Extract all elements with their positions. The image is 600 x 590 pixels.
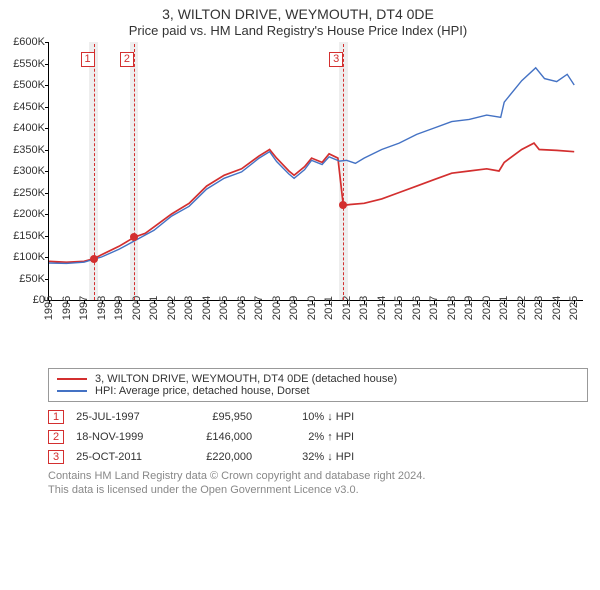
sale-point xyxy=(130,233,138,241)
sale-point xyxy=(339,201,347,209)
sale-date: 25-JUL-1997 xyxy=(76,411,168,423)
table-row: 3 25-OCT-2011 £220,000 32% ↓ HPI xyxy=(48,450,590,464)
legend-swatch xyxy=(57,378,87,380)
legend: 3, WILTON DRIVE, WEYMOUTH, DT4 0DE (deta… xyxy=(48,368,588,402)
price-chart: £0£50K£100K£150K£200K£250K£300K£350K£400… xyxy=(6,42,590,332)
table-row: 2 18-NOV-1999 £146,000 2% ↑ HPI xyxy=(48,430,590,444)
sale-index-box: 2 xyxy=(48,430,64,444)
table-row: 1 25-JUL-1997 £95,950 10% ↓ HPI xyxy=(48,410,590,424)
legend-swatch xyxy=(57,390,87,392)
y-axis-label: £200K xyxy=(13,208,45,220)
legend-label: 3, WILTON DRIVE, WEYMOUTH, DT4 0DE (deta… xyxy=(95,373,397,385)
sale-index-box: 1 xyxy=(48,410,64,424)
y-axis-label: £250K xyxy=(13,187,45,199)
y-axis-label: £100K xyxy=(13,251,45,263)
sales-table: 1 25-JUL-1997 £95,950 10% ↓ HPI 2 18-NOV-1999… xyxy=(48,410,590,464)
legend-item: HPI: Average price, detached house, Dors… xyxy=(57,385,579,397)
y-axis-label: £350K xyxy=(13,144,45,156)
footer-line: This data is licensed under the Open Gov… xyxy=(48,484,588,498)
y-axis-label: £300K xyxy=(13,165,45,177)
attribution-footer: Contains HM Land Registry data © Crown c… xyxy=(48,470,588,498)
sale-index-box: 3 xyxy=(48,450,64,464)
y-axis-label: £450K xyxy=(13,101,45,113)
y-axis-label: £500K xyxy=(13,79,45,91)
title-address: 3, WILTON DRIVE, WEYMOUTH, DT4 0DE xyxy=(6,6,590,22)
sale-vs-hpi: 2% ↑ HPI xyxy=(264,431,354,443)
title-subtitle: Price paid vs. HM Land Registry's House … xyxy=(6,23,590,38)
sale-date: 18-NOV-1999 xyxy=(76,431,168,443)
legend-item: 3, WILTON DRIVE, WEYMOUTH, DT4 0DE (deta… xyxy=(57,373,579,385)
y-axis-label: £600K xyxy=(13,36,45,48)
sale-price: £95,950 xyxy=(180,411,252,423)
sale-date: 25-OCT-2011 xyxy=(76,451,168,463)
series-hpi xyxy=(49,68,574,264)
y-axis-label: £150K xyxy=(13,230,45,242)
footer-line: Contains HM Land Registry data © Crown c… xyxy=(48,470,588,484)
y-axis-label: £50K xyxy=(19,273,45,285)
sale-vs-hpi: 10% ↓ HPI xyxy=(264,411,354,423)
legend-label: HPI: Average price, detached house, Dors… xyxy=(95,385,309,397)
sale-point xyxy=(90,255,98,263)
y-axis-label: £400K xyxy=(13,122,45,134)
sale-price: £146,000 xyxy=(180,431,252,443)
y-axis-label: £550K xyxy=(13,58,45,70)
sale-vs-hpi: 32% ↓ HPI xyxy=(264,451,354,463)
sale-price: £220,000 xyxy=(180,451,252,463)
